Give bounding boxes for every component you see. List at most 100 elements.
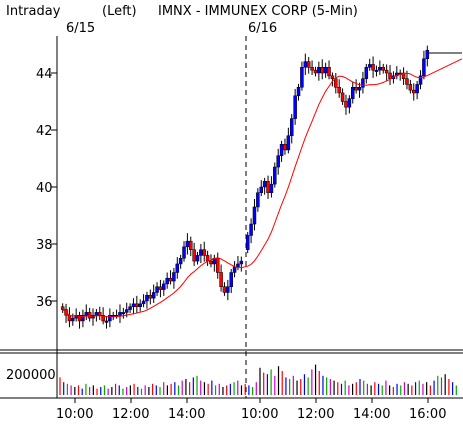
candle-body [273,166,277,185]
candle-body [408,84,413,91]
candle-body [128,306,132,310]
candle-body [266,181,270,193]
price-tick-label: 44 [36,67,53,82]
candle-body [232,266,237,273]
candle-body [175,263,180,273]
candle-body [121,312,126,315]
candle-body [101,315,105,322]
candle-body [145,295,149,302]
time-tick-label: 14:00 [353,407,390,422]
candle-body [158,286,163,290]
candle-body [344,101,348,108]
candle-body [425,49,430,60]
candle-body [60,306,65,310]
candle-body [276,155,280,168]
candle-body [422,58,426,77]
candle-body [141,300,146,305]
candle-body [67,315,72,322]
candle-body [374,69,379,72]
candle-body [168,277,173,282]
candle-body [279,144,284,156]
candle-body [226,286,230,293]
candle-body [108,315,112,322]
candle-body [381,67,385,71]
candle-body [256,192,260,208]
candle-body [334,78,338,88]
candle-body [98,312,102,316]
candle-body [347,98,352,108]
candle-body [371,64,375,71]
candle-body [252,206,257,225]
candle-body [219,272,223,287]
candle-body [320,67,324,74]
candle-body [104,320,109,323]
candle-body [337,87,341,94]
candlesticks [60,45,430,329]
time-tick-label: 14:00 [168,407,205,422]
candle-body [182,246,186,259]
candle-body [151,292,156,299]
candle-body [300,67,304,88]
candle-body [269,183,274,193]
candle-body [357,87,362,91]
candle-body [317,67,321,74]
candle-body [131,303,136,307]
candle-body [418,75,423,85]
candle-body [239,260,244,265]
candle-body [135,303,139,307]
candle-body [185,240,190,248]
price-tick-label: 42 [36,124,53,139]
time-tick-label: 10:00 [241,407,278,422]
candle-body [124,309,129,313]
side-label: (Left) [102,4,137,19]
candle-body [384,69,389,74]
candle-body [262,181,267,188]
candle-body [81,315,85,322]
date-label-day1: 6/15 [66,21,95,36]
candle-body [259,186,263,193]
candle-body [77,315,82,322]
candle-body [178,258,183,265]
candle-body [148,295,153,299]
candle-body [415,84,419,94]
view-label: Intraday [6,4,61,19]
time-tick-label: 12:00 [112,407,149,422]
candle-body [229,272,233,287]
candle-body [364,67,369,79]
candle-body [138,303,142,307]
candle-body [303,61,308,68]
candle-body [209,260,213,265]
candle-body [286,135,291,151]
candle-body [327,67,331,77]
candle-body [192,249,196,262]
candle-body [388,72,392,79]
date-label-day2: 6/16 [248,21,277,36]
candle-body [162,283,166,290]
candle-body [249,223,253,236]
candle-body [367,64,372,68]
candle-body [189,240,193,250]
candle-body [412,89,416,94]
candle-body [71,317,75,322]
candle-body [361,78,365,88]
candle-body [296,87,301,97]
moving-average-line [62,58,463,318]
candle-body [91,315,95,319]
candle-body [245,235,250,250]
candle-body [202,249,206,256]
price-tick-label: 40 [36,181,53,196]
candle-body [330,75,335,79]
candle-body [378,67,382,71]
price-tick-label: 38 [36,238,53,253]
candle-body [165,277,169,285]
time-tick-label: 16:00 [409,407,446,422]
candle-body [84,312,89,316]
candle-body [87,312,92,319]
price-tick-label: 36 [36,295,53,310]
candle-body [323,67,328,74]
candle-body [118,312,122,316]
candle-body [354,87,358,91]
candle-body [310,67,314,71]
candle-body [293,95,297,119]
